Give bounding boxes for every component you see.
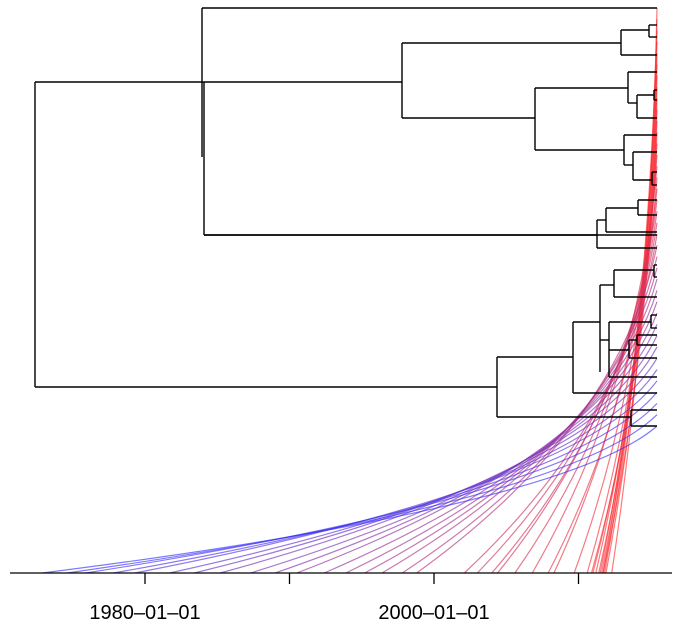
tip-date-line bbox=[491, 211, 658, 574]
tip-date-line bbox=[134, 380, 658, 574]
tip-date-line bbox=[193, 357, 658, 574]
tip-date-line bbox=[598, 87, 658, 574]
tip-date-line bbox=[547, 177, 658, 574]
tip-date-line bbox=[85, 402, 658, 574]
tip-date-line bbox=[66, 414, 658, 574]
tip-date-line bbox=[113, 391, 658, 574]
tip-date-lines bbox=[42, 7, 658, 574]
x-axis: 1980–01–01 2000–01–01 bbox=[10, 572, 672, 624]
tip-date-line bbox=[605, 64, 658, 574]
tip-date-line bbox=[497, 199, 658, 574]
tip-date-line bbox=[476, 222, 658, 574]
tip-date-line bbox=[42, 425, 658, 574]
tip-date-line bbox=[381, 267, 658, 574]
tip-date-line bbox=[219, 346, 658, 574]
x-tick-label-2000: 2000–01–01 bbox=[378, 602, 489, 624]
tip-date-line bbox=[169, 369, 658, 574]
tip-date-line bbox=[364, 278, 658, 574]
tip-date-line bbox=[514, 188, 658, 574]
phylogenetic-tree bbox=[34, 7, 657, 427]
tip-date-line bbox=[416, 245, 658, 574]
x-tick-label-1980: 1980–01–01 bbox=[89, 602, 200, 624]
